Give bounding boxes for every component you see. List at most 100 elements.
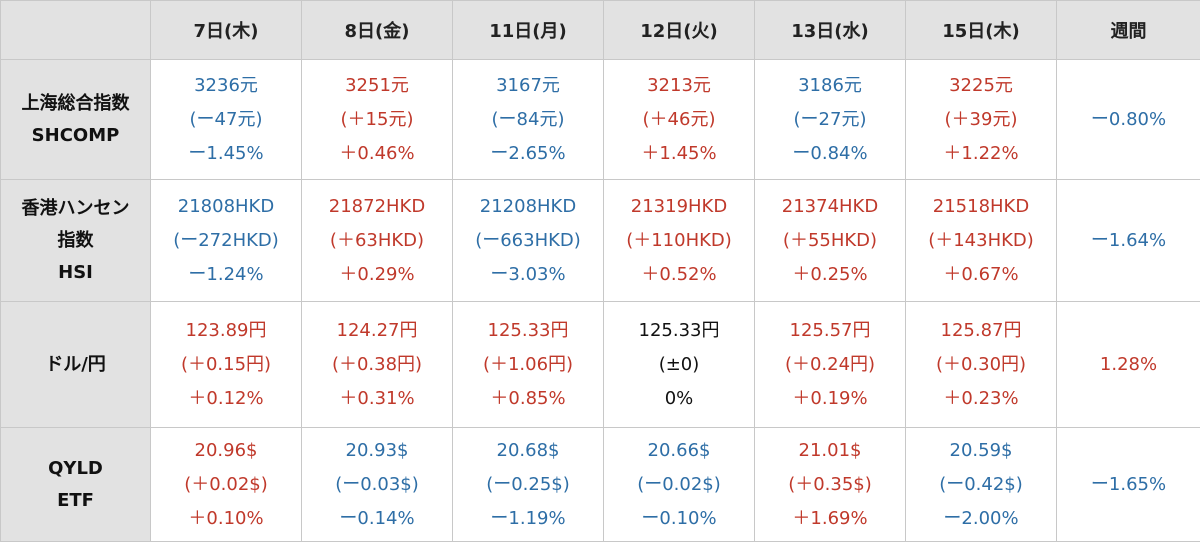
- change-percent: ＋0.10%: [151, 502, 301, 536]
- value-cell: 21208HKD(ー663HKD)ー3.03%: [453, 180, 604, 302]
- change-percent: ー2.65%: [453, 137, 603, 171]
- row-label-line: ETF: [1, 485, 150, 517]
- weekly-change-percent: ー1.65%: [1057, 468, 1200, 502]
- price-value: 21.01$: [755, 434, 905, 468]
- value-cell: 125.57円(＋0.24円)＋0.19%: [755, 302, 906, 428]
- value-cell: 3225元(＋39元)＋1.22%: [906, 60, 1057, 180]
- value-cell: 3251元(＋15元)＋0.46%: [302, 60, 453, 180]
- change-percent: ー1.45%: [151, 137, 301, 171]
- row-label-line: ドル/円: [1, 349, 150, 381]
- change-amount: (ー272HKD): [151, 224, 301, 258]
- change-percent: ＋0.19%: [755, 382, 905, 416]
- value-cell: 21319HKD(＋110HKD)＋0.52%: [604, 180, 755, 302]
- price-value: 125.33円: [453, 314, 603, 348]
- price-value: 3213元: [604, 69, 754, 103]
- header-day-3: 11日(月): [453, 1, 604, 60]
- header-day-5: 13日(水): [755, 1, 906, 60]
- change-percent: ＋0.12%: [151, 382, 301, 416]
- change-amount: (ー0.02$): [604, 468, 754, 502]
- price-value: 21872HKD: [302, 190, 452, 224]
- row-label-line: QYLD: [1, 453, 150, 485]
- weekly-change-percent: 1.28%: [1057, 348, 1200, 382]
- value-cell: 125.87円(＋0.30円)＋0.23%: [906, 302, 1057, 428]
- price-value: 21374HKD: [755, 190, 905, 224]
- weekly-change-cell: ー1.64%: [1057, 180, 1200, 302]
- weekly-change-cell: 1.28%: [1057, 302, 1200, 428]
- header-day-2: 8日(金): [302, 1, 453, 60]
- value-cell: 3213元(＋46元)＋1.45%: [604, 60, 755, 180]
- change-percent: 0%: [604, 382, 754, 416]
- price-value: 20.93$: [302, 434, 452, 468]
- change-amount: (＋110HKD): [604, 224, 754, 258]
- weekly-change-percent: ー1.64%: [1057, 224, 1200, 258]
- value-cell: 20.68$(ー0.25$)ー1.19%: [453, 428, 604, 542]
- price-value: 3236元: [151, 69, 301, 103]
- change-amount: (＋15元): [302, 103, 452, 137]
- price-value: 3251元: [302, 69, 452, 103]
- change-amount: (ー0.25$): [453, 468, 603, 502]
- change-amount: (ー47元): [151, 103, 301, 137]
- value-cell: 124.27円(＋0.38円)＋0.31%: [302, 302, 453, 428]
- value-cell: 21808HKD(ー272HKD)ー1.24%: [151, 180, 302, 302]
- value-cell: 123.89円(＋0.15円)＋0.12%: [151, 302, 302, 428]
- change-percent: ＋0.46%: [302, 137, 452, 171]
- change-amount: (ー663HKD): [453, 224, 603, 258]
- value-cell: 20.59$(ー0.42$)ー2.00%: [906, 428, 1057, 542]
- change-percent: ＋0.25%: [755, 258, 905, 292]
- value-cell: 3236元(ー47元)ー1.45%: [151, 60, 302, 180]
- price-value: 20.66$: [604, 434, 754, 468]
- price-value: 125.33円: [604, 314, 754, 348]
- value-cell: 21.01$(＋0.35$)＋1.69%: [755, 428, 906, 542]
- change-amount: (＋46元): [604, 103, 754, 137]
- change-percent: ー0.14%: [302, 502, 452, 536]
- weekly-change-cell: ー0.80%: [1057, 60, 1200, 180]
- header-row: 7日(木) 8日(金) 11日(月) 12日(火) 13日(水) 15日(木) …: [1, 1, 1200, 60]
- change-amount: (＋0.35$): [755, 468, 905, 502]
- change-percent: ー2.00%: [906, 502, 1056, 536]
- row-label-line: 香港ハンセン: [1, 193, 150, 225]
- change-amount: (＋0.38円): [302, 348, 452, 382]
- change-amount: (＋39元): [906, 103, 1056, 137]
- price-value: 125.57円: [755, 314, 905, 348]
- change-amount: (＋55HKD): [755, 224, 905, 258]
- price-value: 21808HKD: [151, 190, 301, 224]
- change-percent: ＋0.31%: [302, 382, 452, 416]
- value-cell: 125.33円(±0)0%: [604, 302, 755, 428]
- change-percent: ー0.10%: [604, 502, 754, 536]
- change-percent: ＋0.52%: [604, 258, 754, 292]
- row-label-line: 上海総合指数: [1, 88, 150, 120]
- change-percent: ＋0.85%: [453, 382, 603, 416]
- change-amount: (＋0.15円): [151, 348, 301, 382]
- price-value: 125.87円: [906, 314, 1056, 348]
- value-cell: 3186元(ー27元)ー0.84%: [755, 60, 906, 180]
- change-amount: (＋143HKD): [906, 224, 1056, 258]
- value-cell: 21872HKD(＋63HKD)＋0.29%: [302, 180, 453, 302]
- weekly-change-percent: ー0.80%: [1057, 103, 1200, 137]
- price-value: 20.96$: [151, 434, 301, 468]
- price-value: 21319HKD: [604, 190, 754, 224]
- row-label-line: HSI: [1, 257, 150, 289]
- price-value: 123.89円: [151, 314, 301, 348]
- value-cell: 3167元(ー84元)ー2.65%: [453, 60, 604, 180]
- change-amount: (ー0.42$): [906, 468, 1056, 502]
- change-percent: ＋1.22%: [906, 137, 1056, 171]
- price-value: 21518HKD: [906, 190, 1056, 224]
- value-cell: 21374HKD(＋55HKD)＋0.25%: [755, 180, 906, 302]
- change-amount: (＋63HKD): [302, 224, 452, 258]
- change-amount: (±0): [604, 348, 754, 382]
- header-week: 週間: [1057, 1, 1200, 60]
- price-value: 20.59$: [906, 434, 1056, 468]
- change-amount: (＋0.30円): [906, 348, 1056, 382]
- change-amount: (＋0.24円): [755, 348, 905, 382]
- row-label: ドル/円: [1, 302, 151, 428]
- row-label-line: 指数: [1, 225, 150, 257]
- change-percent: ＋1.69%: [755, 502, 905, 536]
- value-cell: 125.33円(＋1.06円)＋0.85%: [453, 302, 604, 428]
- value-cell: 20.96$(＋0.02$)＋0.10%: [151, 428, 302, 542]
